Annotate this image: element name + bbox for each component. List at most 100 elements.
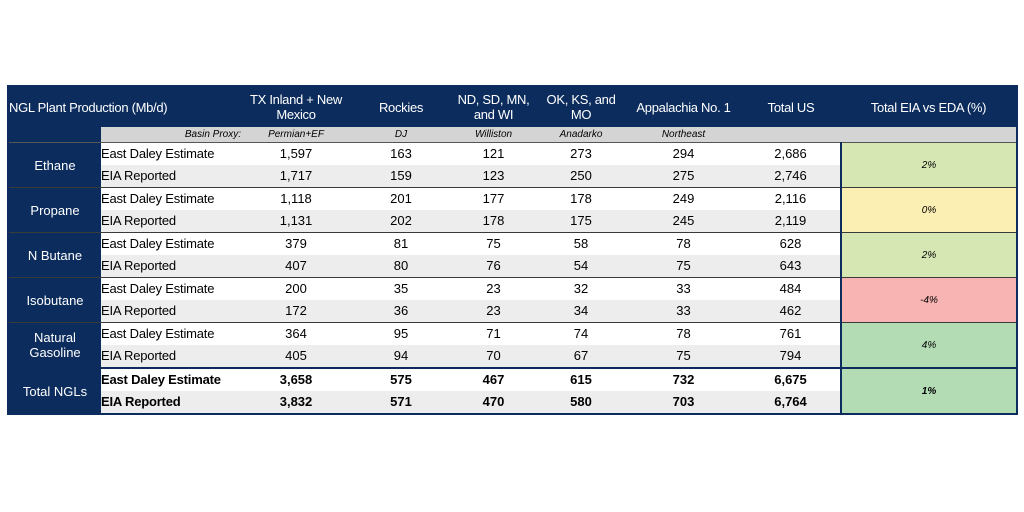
table-cell: 3,658 [241, 367, 352, 391]
table-cell: 67 [536, 344, 627, 368]
table-cell: 580 [536, 391, 627, 414]
table-cell: 250 [536, 165, 627, 188]
table-row: N Butane East Daley Estimate 379 81 75 58 78 62… [8, 232, 1018, 278]
table-cell: 202 [351, 210, 452, 233]
table-cell: 761 [741, 321, 842, 345]
table-title: NGL Plant Production (Mb/d) [8, 86, 242, 127]
table-cell: 74 [536, 321, 627, 345]
table-cell: 294 [626, 142, 742, 165]
basin-proxy-row: Basin Proxy: Permian+EF DJ Williston Ana… [8, 127, 1018, 143]
table-cell: 23 [451, 277, 537, 300]
diff-percent-cell: 0% [840, 187, 1018, 233]
table-cell: 178 [536, 187, 627, 210]
table-cell: 35 [351, 277, 452, 300]
product-label: Total NGLs [8, 367, 101, 414]
table-cell: 1,597 [241, 142, 352, 165]
table-cell: 33 [626, 277, 742, 300]
table-body: Ethane East Daley Estimate 1,597 163 121 273 2… [8, 142, 1018, 414]
table-cell: 470 [451, 391, 537, 414]
product-label: Isobutane [8, 277, 101, 323]
eia-reported-label: EIA Reported [101, 255, 242, 278]
table-cell: 2,746 [741, 165, 842, 188]
table-cell: 201 [351, 187, 452, 210]
table-row: Ethane East Daley Estimate 1,597 163 121 273 2… [8, 142, 1018, 188]
table-cell: 78 [626, 321, 742, 345]
table-row: EIA Reported 1,717 159 123 250 275 2,746 [8, 165, 1017, 188]
diff-percent-cell: 4% [840, 322, 1018, 368]
table-cell: 70 [451, 344, 537, 368]
table-cell: 6,675 [741, 367, 842, 391]
table-cell: 123 [451, 165, 537, 188]
table-row: EIA Reported 405 94 70 67 75 794 [8, 344, 1017, 368]
table-row: EIA Reported 1,131 202 178 175 245 2,119 [8, 210, 1017, 233]
table-cell: 249 [626, 187, 742, 210]
table-cell: 175 [536, 210, 627, 233]
basin-proxy: Northeast [626, 127, 742, 143]
table-cell: 177 [451, 187, 537, 210]
column-header: TX Inland + New Mexico [241, 86, 352, 127]
table-cell: 32 [536, 277, 627, 300]
table-cell: 81 [351, 232, 452, 255]
table-cell: 121 [451, 142, 537, 165]
table-cell: 178 [451, 210, 537, 233]
product-label: N Butane [8, 232, 101, 278]
table-cell: 628 [741, 232, 842, 255]
table-cell: 172 [241, 300, 352, 323]
table-row: EIA Reported 407 80 76 54 75 643 [8, 255, 1017, 278]
table-cell: 6,764 [741, 391, 842, 414]
table-cell: 732 [626, 367, 742, 391]
table-cell: 571 [351, 391, 452, 414]
table-cell: 75 [626, 255, 742, 278]
eia-reported-label: EIA Reported [101, 165, 242, 188]
eia-reported-label: EIA Reported [101, 210, 242, 233]
table-cell: 643 [741, 255, 842, 278]
table-cell: 1,118 [241, 187, 352, 210]
east-daley-estimate-label: East Daley Estimate [101, 232, 242, 255]
table-cell: 36 [351, 300, 452, 323]
table-cell: 467 [451, 367, 537, 391]
table-cell: 484 [741, 277, 842, 300]
table-cell: 273 [536, 142, 627, 165]
table-cell: 407 [241, 255, 352, 278]
product-label: Propane [8, 187, 101, 233]
table-cell: 75 [626, 344, 742, 368]
basin-proxy: Permian+EF [241, 127, 352, 143]
table-cell: 2,119 [741, 210, 842, 233]
table-cell: 76 [451, 255, 537, 278]
eia-reported-label: EIA Reported [101, 300, 242, 323]
product-label: Natural Gasoline [8, 322, 101, 368]
table-row: EIA Reported 3,832 571 470 580 703 6,764 [8, 391, 1017, 414]
east-daley-estimate-label: East Daley Estimate [101, 142, 242, 165]
basin-proxy: Williston [451, 127, 537, 143]
basin-proxy-label: Basin Proxy: [101, 127, 242, 143]
table-cell: 575 [351, 367, 452, 391]
product-label: Ethane [8, 142, 101, 188]
table-cell: 71 [451, 321, 537, 345]
eia-reported-label: EIA Reported [101, 391, 242, 414]
table-cell: 2,116 [741, 187, 842, 210]
east-daley-estimate-label: East Daley Estimate [101, 321, 242, 345]
column-header: Total US [741, 86, 842, 127]
east-daley-estimate-label: East Daley Estimate [101, 187, 242, 210]
table-cell: 245 [626, 210, 742, 233]
ngl-production-table: NGL Plant Production (Mb/d) TX Inland + … [7, 85, 1019, 415]
east-daley-estimate-label: East Daley Estimate [101, 367, 242, 391]
table-cell: 703 [626, 391, 742, 414]
table-cell: 54 [536, 255, 627, 278]
table-cell: 462 [741, 300, 842, 323]
table-cell: 23 [451, 300, 537, 323]
eia-reported-label: EIA Reported [101, 344, 242, 368]
table-cell: 75 [451, 232, 537, 255]
column-header: Rockies [351, 86, 452, 127]
table-cell: 94 [351, 344, 452, 368]
table-cell: 159 [351, 165, 452, 188]
table-cell: 405 [241, 344, 352, 368]
diff-percent-cell: -4% [840, 277, 1018, 323]
diff-percent-cell: 1% [840, 367, 1018, 414]
table-cell: 275 [626, 165, 742, 188]
table-cell: 78 [626, 232, 742, 255]
table-cell: 80 [351, 255, 452, 278]
basin-proxy: Anadarko [536, 127, 627, 143]
table-cell: 794 [741, 344, 842, 368]
table-cell: 58 [536, 232, 627, 255]
